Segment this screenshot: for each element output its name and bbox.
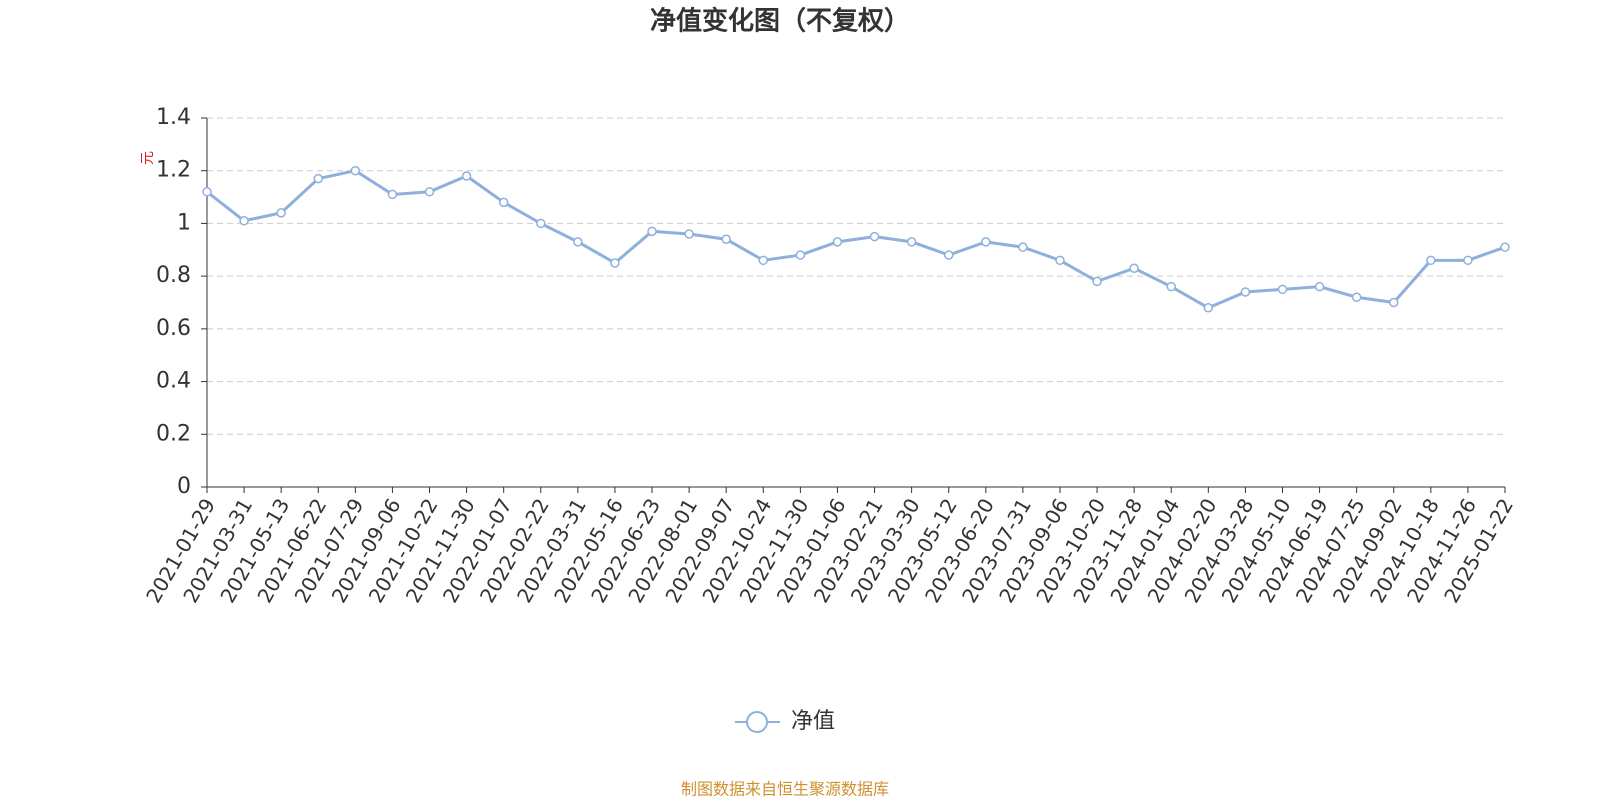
point	[1351, 292, 1362, 302]
point	[239, 216, 249, 226]
y-axis-label: 元	[140, 151, 156, 165]
y-tick-label: 1.4	[156, 105, 191, 130]
point	[610, 258, 620, 268]
y-tick-label: 0.4	[156, 369, 191, 394]
point	[832, 237, 843, 247]
point	[906, 237, 917, 247]
point	[1463, 255, 1473, 266]
chart-title: 净值变化图（不复权）	[650, 6, 910, 37]
point	[461, 171, 472, 181]
point	[1388, 297, 1399, 308]
y-tick-label: 0.6	[156, 316, 191, 341]
point	[498, 197, 509, 208]
point	[536, 218, 546, 229]
y-tick-label: 0	[177, 474, 191, 499]
point	[1500, 242, 1510, 252]
legend-label: 净值	[791, 709, 835, 734]
point	[1055, 255, 1065, 266]
point	[1129, 263, 1139, 273]
point	[1277, 284, 1288, 295]
point	[1203, 303, 1214, 313]
point	[1426, 255, 1436, 266]
point	[202, 187, 212, 197]
point	[869, 231, 880, 242]
point	[573, 237, 583, 247]
point	[1092, 276, 1102, 287]
point	[424, 187, 435, 197]
point	[943, 250, 954, 260]
point	[276, 208, 286, 218]
y-tick-label: 0.2	[156, 421, 191, 446]
point	[1240, 287, 1251, 297]
point	[1166, 281, 1176, 292]
point	[1018, 242, 1028, 252]
point	[721, 234, 731, 244]
legend-marker	[746, 711, 768, 733]
point	[647, 226, 657, 237]
point	[684, 229, 694, 239]
point	[758, 255, 769, 266]
point	[313, 173, 324, 184]
footer: 制图数据来自恒生聚源数据库	[681, 780, 889, 799]
y-tick-label: 1.2	[156, 158, 191, 183]
point	[981, 237, 991, 247]
point	[387, 189, 398, 200]
point	[795, 250, 806, 260]
y-tick-label: 1	[177, 210, 191, 235]
y-tick-label: 0.8	[156, 263, 191, 288]
point	[350, 165, 361, 176]
series-line	[206, 169, 1506, 310]
point	[1314, 281, 1325, 292]
